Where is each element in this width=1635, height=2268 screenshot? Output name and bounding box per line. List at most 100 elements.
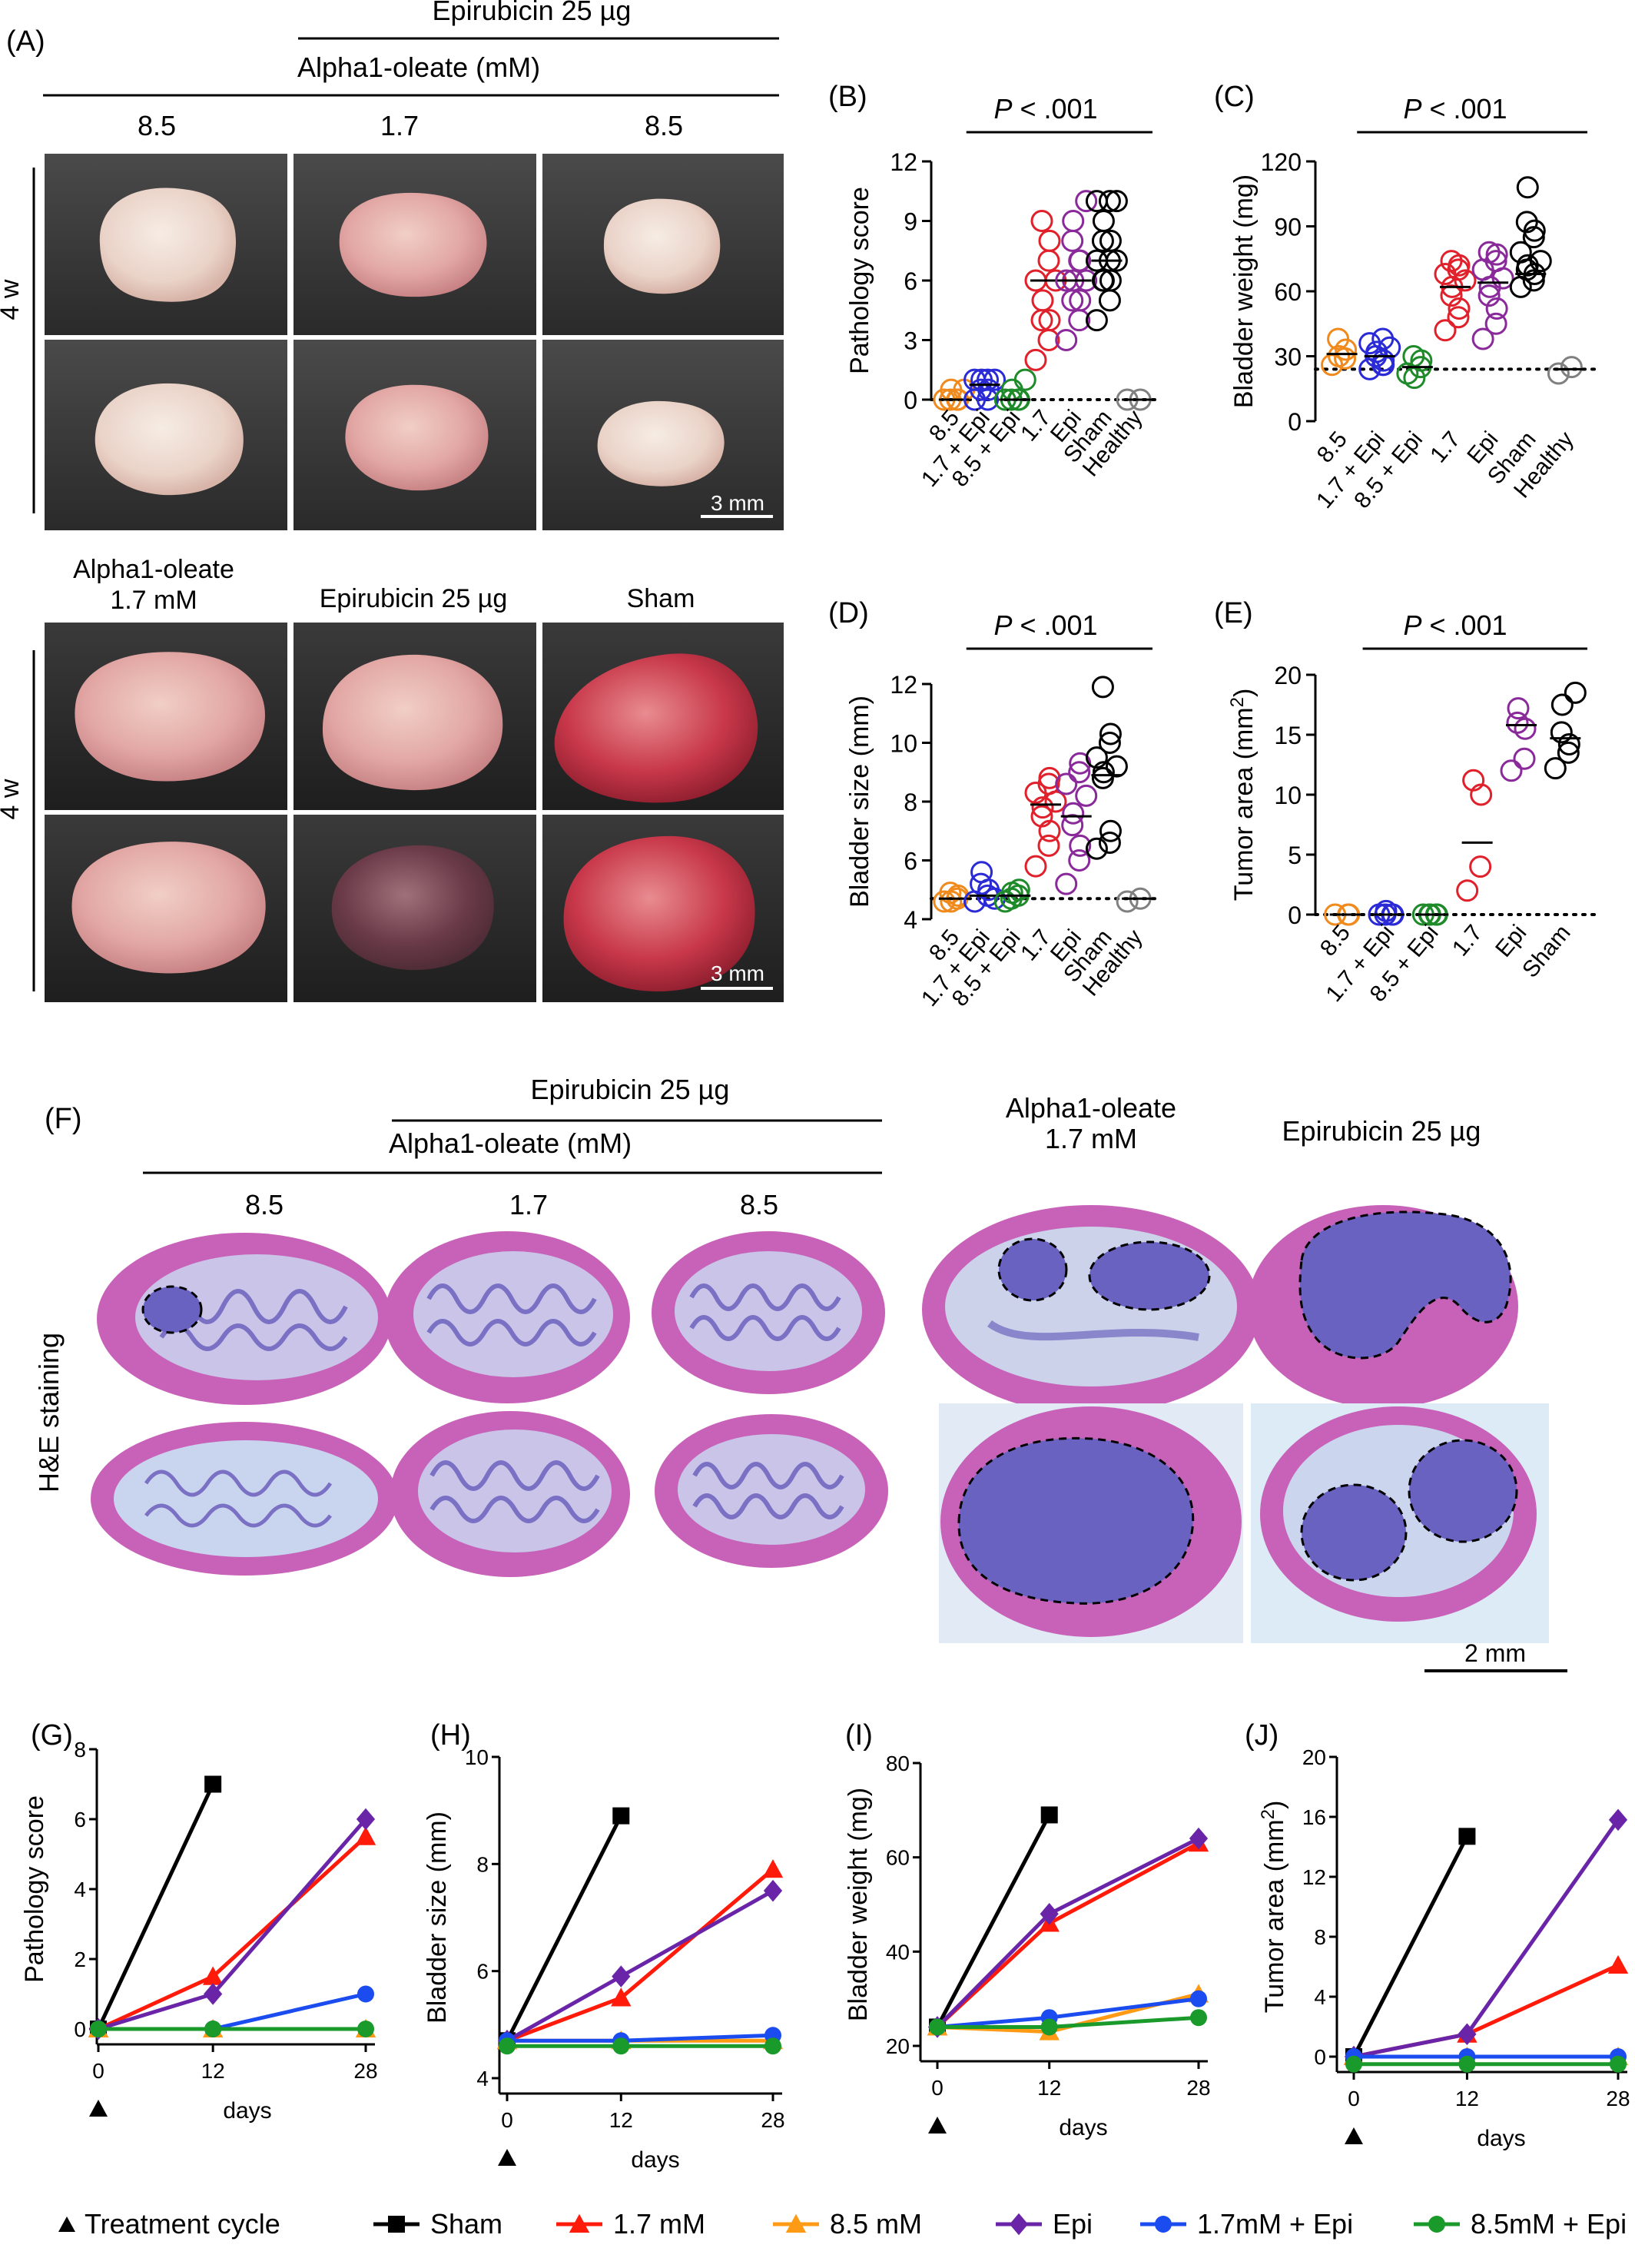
y-tick-label: 5 <box>1288 842 1302 869</box>
data-point-square <box>388 2216 405 2233</box>
x-tick-label: 28 <box>353 2059 377 2083</box>
y-tick-label: 4 <box>74 1878 86 1901</box>
data-point <box>1529 250 1552 273</box>
data-point <box>939 882 962 905</box>
data-point-square <box>1458 1828 1476 1845</box>
panel-f-label: (F) <box>45 1103 82 1135</box>
legend-label: 1.7 mM <box>613 2208 705 2240</box>
histo-col-label: 8.5 <box>245 1189 284 1220</box>
data-point <box>1375 899 1398 922</box>
data-point-diamond <box>204 1983 223 2005</box>
data-point <box>1099 229 1122 252</box>
y-tick-label: 6 <box>476 1960 489 1984</box>
data-point-circle <box>204 2021 222 2037</box>
data-point <box>1055 772 1078 795</box>
series-line <box>1353 1818 1620 2059</box>
data-point <box>1507 697 1530 720</box>
bladder-photo <box>603 198 721 294</box>
histo-col-label-alpha1: Alpha1-oleate <box>1006 1092 1176 1124</box>
data-point <box>1564 681 1587 704</box>
histo-header-epirubicin: Epirubicin 25 µg <box>531 1074 730 1105</box>
panel-f-histology: (F) Epirubicin 25 µg Alpha1-oleate (mM) … <box>33 1074 1567 1672</box>
y-tick-label: 16 <box>1302 1805 1326 1829</box>
data-point-circle <box>90 2021 107 2037</box>
data-point <box>1485 297 1508 320</box>
x-tick-label: 12 <box>201 2059 225 2083</box>
category-label: 1.7 <box>1448 920 1487 961</box>
series-line <box>1351 1835 1469 2058</box>
y-axis-label: Tumor area (mm2) <box>1227 689 1259 902</box>
data-point-diamond <box>1458 2023 1477 2046</box>
data-point-circle <box>357 1985 374 2003</box>
data-point <box>1092 761 1115 784</box>
panel-label: (C) <box>1214 81 1255 113</box>
bladder-photo <box>563 835 755 991</box>
series-line <box>98 1818 367 2031</box>
bladder-photo <box>99 188 237 302</box>
x-axis-label: days <box>1477 2126 1525 2151</box>
data-point-triangle <box>1607 1954 1629 1974</box>
bladder-photo <box>554 653 758 803</box>
x-tick-label: 28 <box>1186 2076 1210 2100</box>
data-point <box>1440 250 1463 273</box>
bladder-photo <box>345 384 489 491</box>
histo-section-lumen <box>135 1254 378 1380</box>
y-axis-label: Bladder weight (mg) <box>1229 174 1259 408</box>
data-point <box>1068 849 1091 872</box>
data-point <box>1092 269 1115 292</box>
data-point <box>1069 834 1092 857</box>
data-point <box>1509 241 1532 264</box>
y-tick-label: 6 <box>904 267 917 295</box>
data-point <box>1030 210 1053 232</box>
series-line <box>936 1836 1200 2029</box>
data-point-circle <box>1190 2009 1207 2027</box>
data-point <box>1462 769 1485 792</box>
scale-bar-label: 3 mm <box>711 961 764 985</box>
data-point <box>1560 356 1583 379</box>
x-tick-label: 12 <box>1037 2076 1061 2100</box>
line-panel: (G) 0 2 4 6 8 Pathology score 0 12 28 days <box>20 1719 378 2124</box>
data-point-triangle <box>611 1987 632 2007</box>
histo-lumen-line <box>987 1320 1199 1341</box>
data-point <box>1069 289 1092 312</box>
row-label-4w: 4 w <box>0 779 25 819</box>
data-point <box>1075 190 1098 213</box>
legend-label: 8.5 mM <box>830 2208 922 2240</box>
treatment-cycle-marker <box>928 2117 947 2134</box>
bladder-photo <box>95 383 244 496</box>
data-point <box>1522 226 1545 249</box>
data-point <box>1557 741 1580 764</box>
header-epirubicin: Epirubicin 25 µg <box>433 0 632 26</box>
y-tick-label: 80 <box>886 1752 910 1775</box>
data-point <box>1037 834 1060 857</box>
line-panel: (H) 4 6 8 10 Bladder size (mm) 0 12 28 days <box>423 1719 785 2173</box>
y-tick-label: 6 <box>74 1808 86 1831</box>
x-tick-label: 12 <box>609 2108 633 2132</box>
data-point <box>1031 796 1054 819</box>
histo-section-lumen <box>413 1251 613 1377</box>
x-tick-label: 0 <box>931 2076 944 2100</box>
category-label: 1.7 <box>1425 427 1465 467</box>
data-point <box>1456 879 1479 902</box>
y-tick-label: 4 <box>904 906 917 934</box>
data-point <box>1522 269 1545 292</box>
treatment-cycle-icon <box>58 2217 75 2232</box>
series-line <box>937 1997 1199 2029</box>
x-tick-label: 12 <box>1455 2087 1479 2110</box>
p-value-label: P < .001 <box>993 609 1097 641</box>
photo-col-label-alpha1: Alpha1-oleate <box>73 555 234 584</box>
histo-section-lumen <box>945 1227 1237 1386</box>
y-tick-label: 20 <box>1302 1745 1326 1769</box>
data-point <box>1061 814 1084 837</box>
data-point <box>1085 309 1108 332</box>
line-panels: (G) 0 2 4 6 8 Pathology score 0 12 28 days (H) 4 6 8 10… <box>20 1719 1630 2173</box>
series-line <box>506 1868 774 2043</box>
data-point <box>1105 755 1128 778</box>
data-point <box>1085 190 1108 213</box>
data-point <box>1516 176 1539 199</box>
data-point <box>1069 249 1092 272</box>
y-tick-label: 0 <box>904 387 917 414</box>
photo-col-label: 1.7 <box>380 110 419 141</box>
header-alpha1-oleate: Alpha1-oleate (mM) <box>297 51 540 83</box>
